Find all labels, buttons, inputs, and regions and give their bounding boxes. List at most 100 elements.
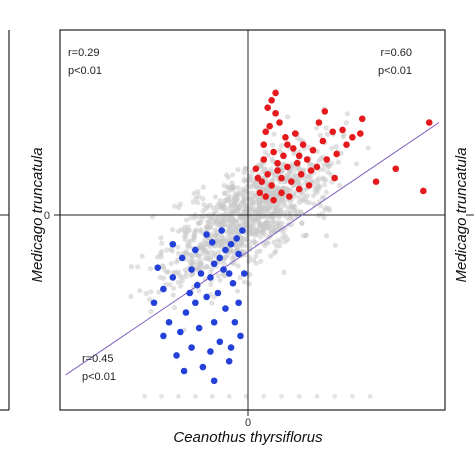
point-up-28 [282,134,289,141]
point-down-13 [214,289,222,297]
y-axis-title: Medicago truncatula [29,147,46,282]
point-up-35 [333,150,340,158]
point-up-25 [266,122,273,130]
point-up-2 [264,171,272,178]
point-up-46 [252,165,260,173]
point-up-13 [260,156,268,163]
x-tick-label-0: 0 [245,417,251,429]
plot-frame [59,29,446,411]
point-down-18 [210,318,218,326]
point-up-18 [309,146,317,154]
point-down-40 [169,240,177,248]
point-down-46 [237,332,244,340]
point-down-23 [216,338,224,346]
point-up-19 [319,137,327,145]
point-up-26 [272,109,279,117]
stat-top-right-p: p<0.01 [378,65,412,77]
point-down-28 [199,363,207,371]
point-up-53 [321,108,329,115]
background-points [128,106,373,399]
point-down-21 [165,318,173,326]
point-down-41 [240,270,248,277]
point-up-41 [295,185,303,193]
point-up-39 [278,189,285,197]
point-down-7 [207,274,214,281]
point-up-8 [293,159,301,167]
point-down-44 [193,281,201,289]
point-up-49 [392,165,400,173]
stat-top-left-p: p<0.01 [68,65,102,77]
point-up-21 [339,126,346,134]
point-up-16 [290,145,297,152]
point-down-14 [203,293,210,301]
point-up-11 [307,167,315,174]
point-down-24 [207,348,214,355]
point-up-47 [260,141,268,148]
point-down-27 [225,357,233,365]
point-up-15 [280,152,287,160]
x-axis-title: Ceanothus thyrsiflorus [173,429,323,446]
point-up-10 [303,156,311,163]
point-down-20 [177,328,184,336]
point-down-33 [150,299,158,307]
point-up-27 [276,119,283,126]
point-up-42 [305,182,313,189]
regression-line [65,122,440,376]
right-neighbor-y-axis-title: Medicago truncatula [453,147,470,282]
point-up-43 [284,141,291,148]
point-down-31 [169,274,177,281]
point-down-3 [222,246,229,254]
point-up-45 [295,152,303,160]
point-up-36 [256,189,264,197]
point-down-16 [182,309,190,316]
point-up-3 [268,182,275,189]
point-down-0 [239,227,246,234]
point-down-1 [233,235,241,242]
point-down-29 [180,367,188,375]
point-up-5 [278,174,285,182]
point-down-22 [160,332,167,340]
y-tick-label-0: 0 [44,210,50,222]
point-down-5 [210,260,218,268]
point-down-38 [203,231,210,238]
point-up-29 [268,97,275,104]
point-down-9 [220,266,227,273]
point-down-26 [173,352,180,359]
point-down-32 [160,285,167,293]
point-down-47 [227,344,235,351]
point-up-12 [313,163,321,171]
point-up-9 [297,171,305,178]
point-down-25 [188,344,195,351]
point-up-54 [343,141,350,148]
stat-top-left-r: r=0.29 [68,47,100,59]
point-down-45 [186,289,194,297]
stat-bottom-left-r: r=0.45 [82,353,114,365]
point-up-30 [272,89,279,97]
point-down-8 [235,250,242,258]
point-down-10 [197,270,205,277]
point-up-38 [270,196,277,204]
point-down-11 [188,266,195,273]
point-down-42 [218,227,225,234]
point-down-12 [229,279,237,287]
point-up-33 [315,119,323,126]
point-down-30 [210,377,218,385]
point-up-50 [420,187,427,195]
point-down-35 [231,318,239,326]
point-up-4 [274,167,281,174]
point-down-6 [225,270,233,277]
point-down-37 [192,246,199,254]
point-down-34 [154,264,162,271]
point-up-22 [349,134,356,141]
point-up-48 [425,119,433,126]
point-up-55 [331,174,338,182]
point-up-14 [270,148,277,156]
point-up-7 [288,178,295,185]
point-up-31 [264,104,272,111]
point-up-6 [284,163,291,171]
point-up-52 [356,130,364,137]
point-down-43 [208,239,216,246]
point-down-17 [222,305,229,312]
point-down-15 [192,299,199,307]
stat-bottom-left-p: p<0.01 [82,371,116,383]
